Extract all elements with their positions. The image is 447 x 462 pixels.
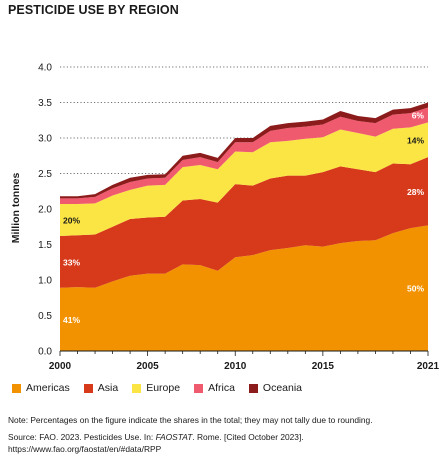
source-prefix: Source: FAO. 2023. Pesticides Use. In: bbox=[8, 432, 156, 442]
axes: 0.0 0.5 1.0 1.5 2.0 2.5 3.0 3.5 4.0 2000 2005 2010 2… bbox=[38, 63, 439, 373]
legend-label: Americas bbox=[26, 382, 70, 394]
share-label: 50% bbox=[407, 284, 424, 294]
legend-item-africa: Africa bbox=[194, 382, 235, 394]
y-tick-label: 3.5 bbox=[38, 98, 52, 109]
note-text: Note: Percentages on the figure indicate… bbox=[8, 415, 373, 425]
legend-swatch bbox=[248, 383, 258, 393]
area-africa bbox=[60, 107, 428, 205]
legend-item-europe: Europe bbox=[132, 382, 180, 394]
legend-item-asia: Asia bbox=[83, 382, 119, 394]
y-axis-label: Million tonnes bbox=[10, 173, 22, 244]
share-label: 20% bbox=[63, 216, 80, 226]
share-label: 33% bbox=[63, 257, 80, 267]
x-tick-label: 2021 bbox=[417, 361, 440, 372]
x-tick-label: 2005 bbox=[136, 361, 159, 372]
y-tick-label: 1.0 bbox=[38, 276, 52, 287]
legend-swatch bbox=[132, 383, 142, 393]
y-tick-label: 0.0 bbox=[38, 347, 52, 358]
share-label: 41% bbox=[63, 315, 80, 325]
share-label: 14% bbox=[407, 135, 424, 145]
legend-swatch bbox=[83, 383, 93, 393]
source-italic: FAOSTAT bbox=[155, 432, 193, 442]
legend-swatch bbox=[194, 383, 204, 393]
legend-label: Oceania bbox=[262, 382, 303, 394]
area-oceania bbox=[60, 102, 428, 199]
legend-item-americas: Americas bbox=[12, 382, 70, 394]
x-tick-label: 2015 bbox=[312, 361, 335, 372]
y-tick-label: 1.5 bbox=[38, 240, 52, 251]
stacked-areas bbox=[60, 102, 428, 351]
area-asia bbox=[60, 157, 428, 288]
legend-label: Africa bbox=[208, 382, 235, 394]
chart-plot: 0.0 0.5 1.0 1.5 2.0 2.5 3.0 3.5 4.0 2000 2005 2010 2… bbox=[10, 63, 440, 373]
x-tick-label: 2010 bbox=[224, 361, 247, 372]
legend-label: Europe bbox=[146, 382, 181, 394]
y-tick-label: 2.5 bbox=[38, 169, 52, 180]
area-europe bbox=[60, 122, 428, 236]
legend-swatch bbox=[12, 383, 21, 393]
chart-title: PESTICIDE USE BY REGION bbox=[8, 3, 179, 17]
annotations: 41% 33% 20% 50% 28% 14% 6% bbox=[63, 110, 424, 324]
share-label: 6% bbox=[412, 110, 425, 120]
y-tick-label: 3.0 bbox=[38, 134, 52, 145]
chart-legend: Americas Asia Europe Africa Oceania bbox=[12, 382, 316, 394]
legend-item-oceania: Oceania bbox=[248, 382, 303, 394]
y-tick-label: 4.0 bbox=[38, 63, 52, 74]
legend-label: Asia bbox=[97, 382, 119, 394]
area-americas bbox=[60, 225, 428, 351]
share-label: 28% bbox=[407, 187, 424, 197]
source-suffix: . Rome. [Cited October 2023]. bbox=[192, 432, 304, 442]
y-tick-label: 0.5 bbox=[38, 311, 52, 322]
source-text: Source: FAO. 2023. Pesticides Use. In: F… bbox=[8, 431, 304, 443]
x-tick-label: 2000 bbox=[49, 361, 72, 372]
source-url: https://www.fao.org/faostat/en/#data/RPP bbox=[8, 444, 162, 454]
y-tick-label: 2.0 bbox=[38, 205, 52, 216]
